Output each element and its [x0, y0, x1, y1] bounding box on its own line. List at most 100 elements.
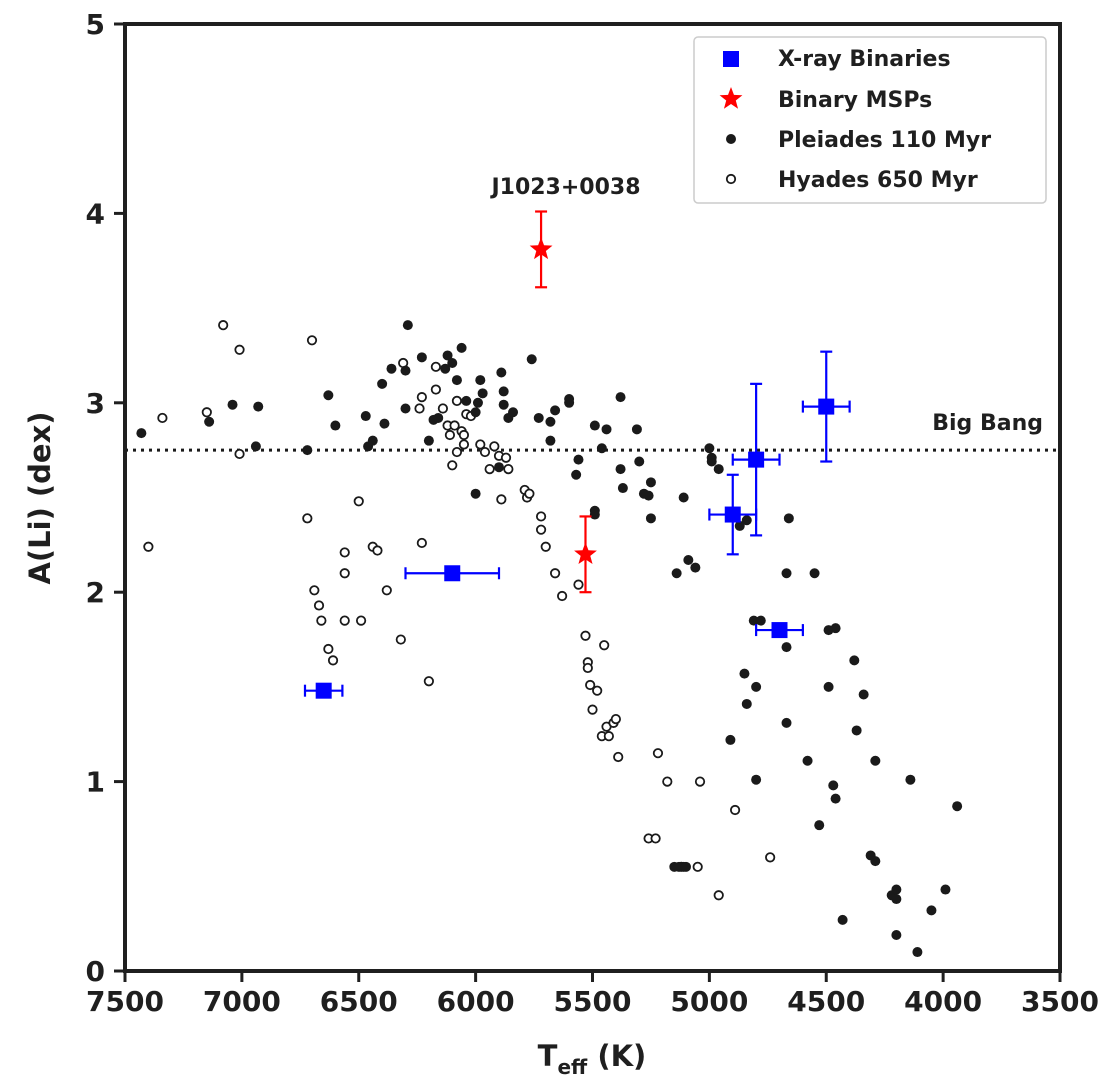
- pleiades-point: [330, 420, 341, 431]
- hyades-point: [218, 320, 229, 331]
- y-tick-label: 4: [86, 197, 105, 230]
- hyades-point: [395, 634, 406, 645]
- pleiades-point: [402, 320, 413, 331]
- pleiades-point: [741, 698, 752, 709]
- pleiades-point: [589, 509, 600, 520]
- x-tick-label: 7000: [203, 985, 281, 1018]
- x-tick-label: 5500: [554, 985, 632, 1018]
- pleiades-point: [751, 774, 762, 785]
- y-tick-label: 3: [86, 387, 105, 420]
- hyades-point: [437, 403, 448, 414]
- hyades-point: [444, 429, 456, 441]
- hyades-point: [479, 446, 491, 458]
- pleiades-point: [891, 930, 902, 941]
- x-tick-label: 4000: [904, 985, 982, 1018]
- hyades-point: [306, 335, 318, 346]
- pleiades-point: [416, 352, 427, 363]
- hyades-point: [323, 643, 334, 655]
- pleiades-point: [683, 555, 694, 566]
- pleiades-point: [204, 416, 215, 427]
- hyades-point: [201, 407, 212, 418]
- xray-binary-point: [724, 506, 741, 523]
- pleiades-point: [564, 394, 575, 405]
- pleiades-point: [550, 405, 561, 416]
- pleiades-point: [615, 464, 626, 475]
- hyades-point: [475, 439, 486, 450]
- xray-binary-point: [771, 622, 788, 639]
- pleiades-point: [870, 856, 881, 867]
- pleiades-point: [940, 884, 951, 895]
- pleiades-point: [755, 615, 766, 626]
- pleiades-point: [472, 397, 483, 408]
- hyades-point: [458, 439, 470, 450]
- annotation-label: J1023+0038: [489, 175, 640, 200]
- pleiades-point: [741, 515, 752, 526]
- legend: X-ray Binaries Binary MSPs Pleiades 110 …: [693, 36, 1047, 204]
- pleiades-point: [423, 435, 434, 446]
- pleiades-point: [912, 947, 923, 958]
- pleiades-point: [545, 416, 556, 427]
- hyades-point: [729, 804, 741, 816]
- hyades-point: [339, 547, 350, 558]
- pleiades-point: [494, 462, 504, 473]
- hyades-point: [353, 496, 364, 507]
- hyades-point: [503, 463, 514, 475]
- ref-line-label: Big Bang: [932, 411, 1043, 436]
- hyades-point: [234, 344, 245, 355]
- pleiades-point: [783, 513, 794, 524]
- pleiades-point: [400, 403, 411, 414]
- pleiades-point: [645, 477, 656, 488]
- x-tick-label: 6500: [320, 985, 398, 1018]
- hyades-point: [327, 655, 339, 666]
- legend-box: [693, 36, 1047, 204]
- hyades-point: [458, 429, 470, 441]
- pleiades-point: [678, 492, 689, 503]
- pleiades-point: [615, 392, 626, 403]
- pleiades-point: [477, 388, 488, 399]
- pleiades-point: [253, 401, 264, 412]
- hyades-point: [484, 463, 495, 475]
- pleiades-point: [645, 513, 656, 524]
- data-points: [136, 210, 963, 958]
- pleiades-point: [545, 435, 556, 446]
- pleiades-point: [830, 793, 841, 804]
- pleiades-point: [447, 358, 458, 369]
- hyades-point: [451, 446, 463, 458]
- pleiades-point: [367, 435, 378, 446]
- pleiades-point: [400, 365, 411, 376]
- legend-marker-xray: [723, 51, 739, 67]
- hyades-point: [694, 776, 706, 787]
- hyades-point: [692, 861, 703, 872]
- x-axis-title-sub: eff: [557, 1055, 588, 1079]
- pleiades-point: [891, 884, 902, 895]
- pleiades-point: [781, 642, 792, 653]
- pleiades-point: [227, 399, 238, 410]
- hyades-point: [535, 524, 547, 535]
- xray-binary-point: [818, 398, 835, 415]
- legend-label-msp: Binary MSPs: [778, 88, 932, 113]
- hyades-point: [599, 640, 610, 651]
- msp-point: [529, 237, 553, 260]
- pleiades-point: [751, 681, 762, 692]
- pleiades-point: [823, 681, 834, 692]
- hyades-point: [592, 685, 603, 696]
- msp-point: [574, 542, 597, 565]
- hyades-point: [416, 537, 427, 549]
- hyades-point: [610, 713, 621, 725]
- legend-marker-pleiades: [726, 134, 736, 144]
- hyades-point: [652, 748, 664, 759]
- pleiades-point: [809, 568, 820, 579]
- pleiades-point: [377, 378, 388, 389]
- pleiades-point: [802, 755, 813, 766]
- pleiades-point: [302, 445, 313, 456]
- hyades-point: [603, 731, 614, 742]
- pleiades-point: [849, 655, 860, 666]
- hyades-point: [540, 541, 551, 552]
- hyades-point: [143, 541, 154, 552]
- x-tick-label: 5000: [670, 985, 748, 1018]
- pleiades-point: [891, 894, 902, 905]
- pleiades-point: [601, 424, 612, 435]
- pleiades-point: [739, 668, 750, 679]
- pleiades-point: [748, 615, 759, 626]
- y-tick-label: 5: [86, 8, 105, 41]
